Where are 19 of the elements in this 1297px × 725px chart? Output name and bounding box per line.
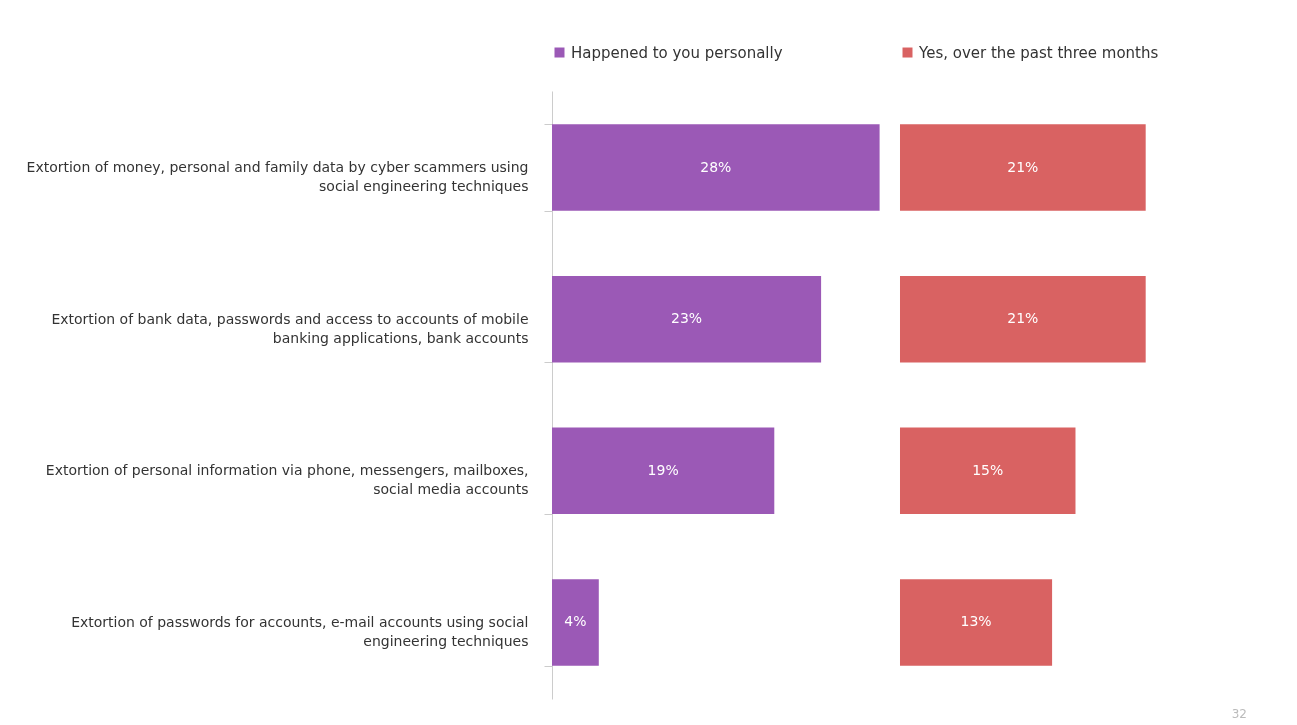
data-label: 21% bbox=[1006, 158, 1038, 175]
data-label: 21% bbox=[1006, 310, 1038, 327]
data-label: 28% bbox=[700, 158, 732, 175]
bar bbox=[552, 579, 599, 666]
text: 32 bbox=[1231, 707, 1247, 721]
bar bbox=[552, 275, 822, 363]
legend-label: Happened to you personally bbox=[571, 43, 783, 62]
data-label: 23% bbox=[671, 310, 703, 327]
legend-label: Yes, over the past three months bbox=[917, 43, 1159, 62]
bar bbox=[552, 427, 775, 515]
y-tick-label: Extortion of money, personal and family data by cyber scammers using social engineering techniques bbox=[26, 159, 529, 195]
data-label: 19% bbox=[647, 461, 679, 478]
bar bbox=[552, 124, 880, 211]
y-tick-label: Extortion of passwords for accounts, e-mail accounts using social engineering techniques bbox=[71, 613, 529, 649]
data-label: 13% bbox=[960, 613, 992, 630]
data-label: 15% bbox=[971, 461, 1003, 478]
y-tick-label: Extortion of bank data, passwords and access to accounts of mobile banking applications, bank accounts bbox=[51, 310, 529, 346]
data-label: 4% bbox=[564, 613, 587, 630]
y-tick-label: Extortion of personal information via phone, messengers, mailboxes, social media accounts bbox=[45, 462, 529, 498]
